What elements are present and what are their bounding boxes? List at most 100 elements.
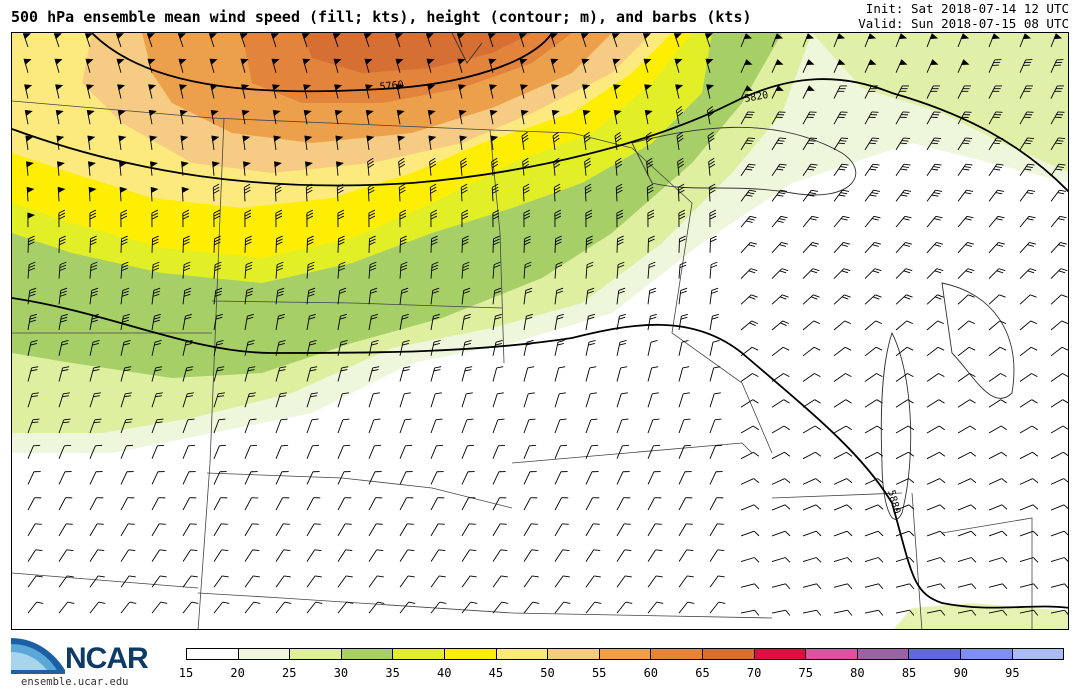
wind-barb: [740, 583, 760, 590]
wind-barb: [1050, 425, 1068, 434]
wind-barb: [709, 209, 717, 228]
wind-barb: [616, 575, 632, 588]
wind-barb: [521, 131, 529, 150]
wind-barb: [492, 313, 502, 331]
wind-barb: [399, 523, 414, 537]
colorbar-swatch: [805, 649, 857, 659]
wind-barb: [926, 504, 946, 511]
wind-barb: [1019, 346, 1038, 357]
wind-barb: [1050, 59, 1064, 73]
wind-barb: [864, 33, 877, 48]
contour-5820: [12, 78, 1068, 193]
wind-barb: [213, 549, 229, 562]
wind-barb: [771, 189, 788, 202]
wind-barb: [926, 294, 944, 305]
wind-barb: [646, 157, 654, 176]
wind-barb: [616, 287, 626, 305]
wind-barb: [182, 287, 192, 305]
wind-barb: [740, 111, 755, 125]
wind-barb: [1019, 399, 1038, 408]
wind-barb: [926, 189, 943, 202]
wind-barb: [58, 235, 66, 253]
wind-barb: [771, 504, 791, 511]
colorbar-swatch: [650, 649, 702, 659]
wind-barb: [460, 183, 468, 202]
colorbar-tick-label: 35: [385, 666, 400, 680]
wind-barb: [709, 497, 724, 511]
wind-barb: [151, 471, 165, 485]
wind-barb: [337, 287, 347, 305]
wind-barb: [706, 84, 715, 99]
wind-barb: [182, 575, 198, 588]
wind-barb: [802, 425, 821, 434]
wind-barb: [802, 241, 819, 254]
wind-barb: [926, 85, 940, 99]
wind-barb: [677, 183, 685, 202]
wind-barb: [523, 313, 533, 331]
wind-barb: [833, 294, 851, 305]
wind-barb: [120, 313, 130, 331]
colorbar-tick-label: 75: [798, 666, 813, 680]
wind-barb: [337, 471, 351, 485]
colorbar-swatch: [701, 649, 754, 659]
border-mi-oh: [941, 517, 1033, 629]
wind-barb: [642, 33, 651, 48]
wind-barb: [678, 209, 686, 228]
wind-barb: [368, 209, 376, 228]
wind-barb: [368, 418, 381, 434]
wind-barb: [616, 444, 630, 459]
wind-barb: [519, 58, 528, 73]
wind-barb: [647, 313, 657, 331]
wind-speed-colorbar: [186, 648, 1064, 660]
wind-barb: [644, 109, 653, 125]
wind-barb: [1050, 163, 1066, 176]
wind-barb: [616, 313, 626, 331]
border-mt-nd: [197, 117, 225, 629]
wind-barb: [554, 340, 565, 356]
wind-barb: [554, 313, 564, 331]
wind-barb: [306, 549, 322, 562]
wind-barb: [213, 523, 228, 537]
wind-barb: [213, 392, 225, 408]
wind-barb: [988, 451, 1008, 460]
wind-barb: [583, 131, 591, 150]
wind-barb: [1050, 557, 1068, 563]
wind-barb: [89, 497, 104, 511]
wind-barb: [492, 523, 507, 537]
wind-barb: [704, 33, 713, 48]
wind-barb: [58, 444, 72, 459]
wind-barb: [27, 392, 39, 408]
wind-barb: [120, 575, 136, 588]
wind-barb: [708, 157, 716, 176]
wind-barb: [430, 392, 442, 408]
wind-barb: [771, 609, 791, 616]
wind-barb: [957, 583, 977, 590]
wind-barb: [275, 392, 287, 408]
wind-barb: [303, 84, 312, 99]
wind-barb: [957, 111, 972, 125]
wind-barb: [275, 287, 285, 305]
wind-barb: [151, 261, 160, 279]
wind-barb: [58, 497, 73, 511]
wind-barb: [58, 392, 70, 408]
wind-barb: [802, 268, 820, 279]
colorbar-swatch: [753, 649, 806, 659]
wind-barb: [926, 33, 939, 48]
wind-barb: [492, 575, 508, 588]
wind-barb: [523, 575, 539, 588]
wind-barb: [833, 478, 853, 485]
wind-barb: [802, 163, 818, 176]
wind-barb: [244, 340, 255, 356]
wind-barb: [554, 549, 570, 562]
wind-barb: [430, 497, 445, 511]
wind-barb: [678, 471, 692, 485]
wind-barb: [1019, 373, 1038, 382]
wind-barb: [584, 157, 592, 176]
wind-barb: [368, 601, 385, 614]
wind-barb: [864, 189, 881, 202]
wind-barb: [833, 530, 853, 537]
wind-barb: [182, 235, 190, 253]
wind-barb: [306, 471, 320, 485]
wind-barb: [771, 478, 791, 485]
wind-barb: [802, 346, 821, 357]
